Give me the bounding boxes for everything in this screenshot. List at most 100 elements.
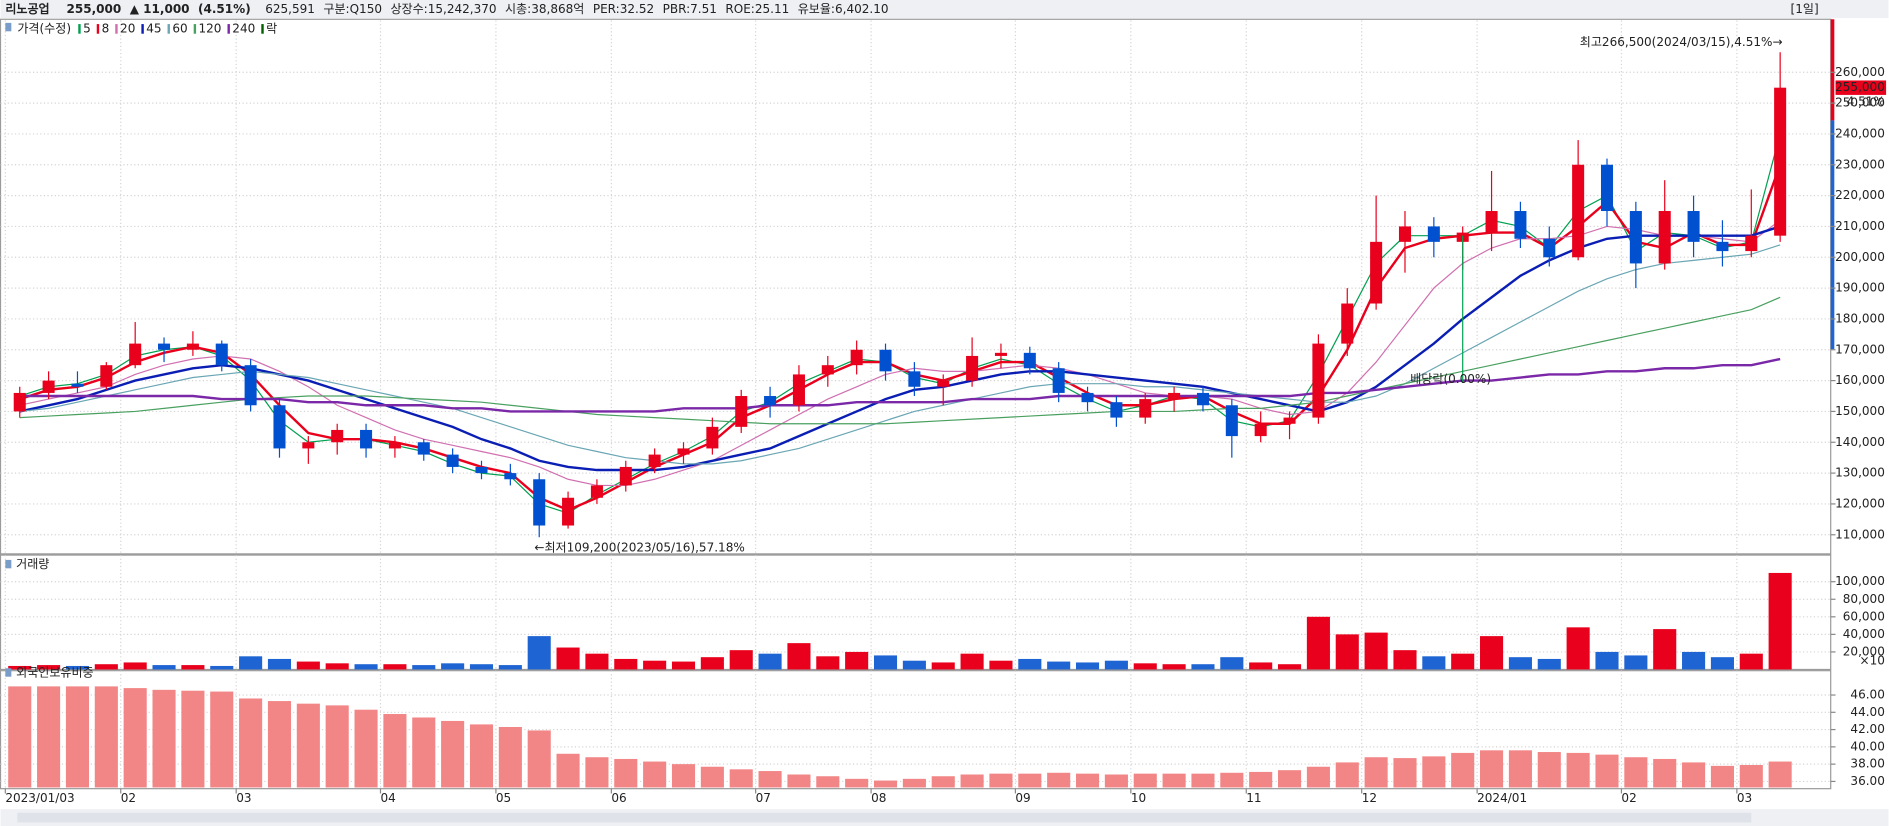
x-tick-label: 08	[871, 791, 886, 805]
y-tick-label: 42.00	[1850, 722, 1884, 736]
bar	[441, 720, 465, 788]
y-tick-label: 230,000	[1835, 157, 1885, 171]
scroll-track[interactable]	[17, 812, 1752, 823]
bar	[1624, 757, 1648, 788]
bar	[1739, 653, 1763, 670]
bar	[210, 691, 234, 788]
bar	[1162, 773, 1186, 788]
candle-body	[533, 479, 546, 526]
bar	[758, 771, 782, 788]
bar	[1364, 757, 1388, 788]
bar	[354, 664, 378, 670]
candle-body	[821, 365, 834, 375]
legend-swatch	[78, 24, 81, 34]
legend-swatch	[193, 24, 197, 34]
y-tick-label: 38.00	[1850, 757, 1884, 771]
legend-label: 45	[146, 21, 161, 35]
y-tick-label: 60,000	[1843, 609, 1885, 623]
bar	[1335, 762, 1359, 788]
chart-content: 리노공업 255,000 ▲ 11,000 (4.51%) 625,591 구분:Q150…	[0, 1, 1887, 805]
y-tick-label: 80,000	[1843, 592, 1885, 606]
bar	[37, 686, 61, 788]
bar	[787, 774, 811, 788]
unit-label: ×10	[1859, 654, 1884, 668]
header-price: 255,000	[66, 2, 121, 16]
bar	[1047, 661, 1071, 670]
y-tick-label: 180,000	[1835, 311, 1885, 325]
y-tick-label: 36.00	[1850, 774, 1884, 788]
y-tick-label: 100,000	[1835, 574, 1885, 588]
candle-body	[1745, 235, 1758, 252]
header-pbr: PBR:7.51	[663, 2, 717, 16]
x-tick-label: 04	[380, 791, 395, 805]
bar	[1710, 657, 1734, 670]
candle-body	[1341, 303, 1354, 344]
bar	[412, 717, 436, 788]
panel-icon	[5, 559, 12, 569]
bar	[1191, 664, 1215, 670]
candle-body	[1600, 164, 1614, 212]
header-name: 리노공업	[5, 1, 49, 16]
candle-body	[706, 426, 719, 449]
bar	[94, 664, 118, 670]
panel-title: 외국인보유비중	[16, 666, 93, 680]
candle-body	[158, 343, 171, 350]
candle-body	[1254, 423, 1267, 437]
candle-body	[244, 365, 257, 406]
y-tick-label: 40.00	[1850, 739, 1884, 753]
moving-average-line	[19, 219, 1781, 487]
candle-body	[1658, 211, 1671, 264]
candle-body	[735, 396, 748, 427]
header-listed: 상장수:15,242,370	[390, 2, 496, 16]
price-scroll-down	[1830, 120, 1835, 350]
bar	[1508, 750, 1532, 788]
y-tick-label: 190,000	[1835, 281, 1885, 295]
candle-body	[1023, 352, 1036, 369]
period-button[interactable]: [1일]	[1791, 2, 1819, 16]
bar	[729, 650, 753, 670]
candle-body	[129, 343, 142, 366]
y-tick-label: 220,000	[1835, 188, 1885, 202]
candle-body	[13, 392, 26, 412]
bar	[1508, 657, 1532, 670]
candle-body	[677, 448, 690, 455]
bar	[1104, 660, 1128, 670]
x-tick-label: 2023/01/03	[5, 791, 74, 805]
candle-body	[475, 466, 488, 474]
bar	[527, 730, 551, 788]
bar	[441, 663, 465, 670]
price-tag	[1835, 80, 1887, 95]
bar	[700, 766, 724, 788]
legend-title: 가격(수정)	[17, 21, 71, 35]
x-tick-label: 03	[1737, 791, 1752, 805]
moving-average-line	[19, 357, 1781, 413]
header-roe: ROE:25.11	[725, 2, 789, 16]
bar	[123, 688, 147, 788]
bar	[989, 660, 1013, 670]
y-tick-label: 140,000	[1835, 435, 1885, 449]
bar	[1480, 636, 1504, 670]
moving-average-line	[19, 244, 1781, 465]
bar	[816, 776, 840, 788]
candle-body	[994, 352, 1007, 356]
bar	[469, 724, 494, 788]
bar	[1018, 658, 1042, 670]
candle-body	[360, 429, 373, 449]
bar	[1393, 758, 1417, 788]
change-tag-label: 4.51%	[1847, 95, 1885, 109]
bar	[1422, 656, 1446, 670]
bar	[1682, 651, 1706, 670]
x-tick-label: 09	[1015, 791, 1030, 805]
bar	[1364, 632, 1388, 670]
legend-label: 8	[102, 21, 110, 35]
bar	[296, 661, 320, 670]
candle-body	[71, 383, 84, 387]
bar	[1682, 762, 1706, 788]
bar	[902, 660, 926, 670]
x-tick-label: 02	[1621, 791, 1636, 805]
bar	[1075, 773, 1100, 788]
bar	[614, 758, 638, 788]
bar	[1133, 773, 1157, 788]
header-volume: 625,591	[265, 2, 315, 16]
